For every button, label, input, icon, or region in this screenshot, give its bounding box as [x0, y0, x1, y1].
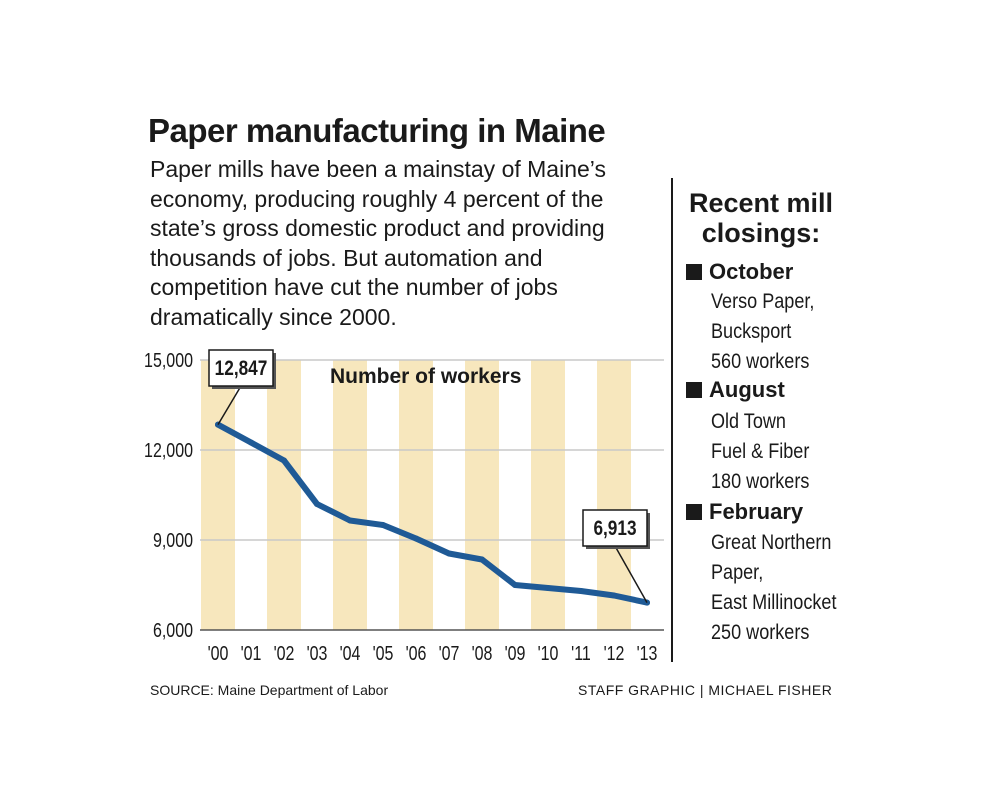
closing-month-label: February	[709, 499, 804, 524]
callout-pointer	[614, 545, 648, 603]
callout-label: 6,913	[593, 518, 636, 541]
sidebar-heading: Recent mill closings:	[680, 188, 842, 248]
closing-detail: Fuel & Fiber	[711, 440, 810, 463]
data-point	[380, 522, 386, 528]
source-note: SOURCE: Maine Department of Labor	[150, 682, 389, 698]
y-tick-label: 12,000	[144, 439, 193, 461]
chart-title: Paper manufacturing in Maine	[148, 112, 606, 149]
callout-label: 12,847	[215, 358, 268, 381]
closing-month: February	[686, 499, 803, 525]
closing-detail: 560 workers	[711, 350, 810, 373]
callout-box	[208, 349, 274, 387]
x-tick-label: '04	[340, 642, 361, 664]
x-tick-label: '08	[472, 642, 493, 664]
closing-month-label: August	[709, 377, 785, 402]
y-tick-label: 6,000	[153, 619, 193, 641]
data-point	[512, 582, 518, 588]
year-stripe	[267, 360, 301, 630]
square-bullet-icon	[686, 504, 702, 520]
year-stripe	[399, 360, 433, 630]
y-tick-label: 15,000	[144, 349, 193, 371]
x-tick-label: '13	[637, 642, 658, 664]
closing-detail: East Millinocket	[711, 591, 837, 614]
callouts: 12,847 6,913	[208, 349, 650, 603]
data-point	[413, 535, 419, 542]
x-tick-label: '00	[208, 642, 229, 664]
data-point	[281, 457, 287, 464]
callout-box	[582, 509, 648, 547]
x-tick-label: '12	[604, 642, 625, 664]
year-stripe	[465, 360, 499, 630]
x-tick-label: '10	[538, 642, 559, 664]
closing-month: August	[686, 377, 785, 403]
data-point	[578, 588, 584, 594]
x-tick-label: '05	[373, 642, 394, 664]
closing-detail: 250 workers	[711, 621, 810, 644]
square-bullet-icon	[686, 382, 702, 398]
data-point	[611, 592, 617, 599]
year-stripe	[201, 360, 235, 630]
closing-detail: 180 workers	[711, 470, 810, 493]
x-tick-label: '02	[274, 642, 295, 664]
x-tick-label: '06	[406, 642, 427, 664]
data-point	[248, 439, 254, 446]
closing-month-label: October	[709, 259, 794, 284]
y-tick-label: 9,000	[153, 529, 193, 551]
data-point	[446, 550, 452, 557]
closing-detail: Old Town	[711, 410, 786, 433]
staff-credit: STAFF GRAPHIC | MICHAEL FISHER	[578, 682, 833, 698]
square-bullet-icon	[686, 264, 702, 280]
closing-detail: Verso Paper,	[711, 290, 815, 313]
intro-text: Paper mills have been a mainstay of Main…	[150, 156, 606, 330]
sidebar-heading-line1: Recent mill	[688, 188, 834, 218]
closing-detail: Bucksport	[711, 320, 792, 343]
closing-month: October	[686, 259, 793, 285]
x-tick-label: '11	[571, 642, 591, 664]
sidebar-divider	[671, 178, 673, 662]
plot-title: Number of workers	[330, 365, 521, 388]
callout-pointer	[217, 385, 242, 425]
closing-detail: Paper,	[711, 561, 764, 584]
series-line-path	[215, 421, 650, 606]
closing-detail: Great Northern	[711, 531, 832, 554]
x-axis-ticks: '00 '01 '02 '03 '04 '05 '06 '07 '08 '09 '10 '11 '12 '…	[208, 642, 658, 664]
year-stripe	[597, 360, 631, 630]
data-point	[545, 585, 551, 591]
x-tick-label: '01	[241, 642, 262, 664]
year-stripe	[333, 360, 367, 630]
data-point	[314, 501, 320, 507]
y-axis-ticks: 15,000 12,000 9,000 6,000	[144, 349, 193, 641]
x-tick-label: '09	[505, 642, 526, 664]
data-point	[479, 556, 485, 563]
x-tick-label: '07	[439, 642, 460, 664]
sidebar-heading-line2: closings:	[701, 218, 821, 248]
data-point	[347, 517, 353, 524]
x-tick-label: '03	[307, 642, 328, 664]
